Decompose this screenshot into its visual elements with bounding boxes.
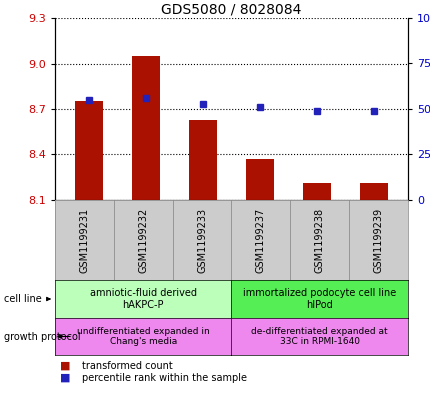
Bar (302, 183, 330, 200)
Text: undifferentiated expanded in
Chang's media: undifferentiated expanded in Chang's med… (77, 327, 209, 346)
Bar (75, 101, 103, 200)
Text: ■: ■ (60, 373, 71, 383)
Text: GSM1199231: GSM1199231 (79, 208, 89, 273)
Text: transformed count: transformed count (81, 361, 172, 371)
Bar (359, 183, 387, 200)
Bar (245, 159, 273, 200)
Text: immortalized podocyte cell line
hIPod: immortalized podocyte cell line hIPod (243, 288, 396, 310)
Text: percentile rank within the sample: percentile rank within the sample (81, 373, 246, 383)
Text: cell line: cell line (4, 294, 42, 304)
Text: GSM1199232: GSM1199232 (138, 208, 148, 273)
Bar (188, 119, 217, 200)
Text: amniotic-fluid derived
hAKPC-P: amniotic-fluid derived hAKPC-P (89, 288, 196, 310)
Text: growth protocol: growth protocol (4, 332, 81, 342)
Text: de-differentiated expanded at
33C in RPMI-1640: de-differentiated expanded at 33C in RPM… (251, 327, 387, 346)
Text: GSM1199239: GSM1199239 (373, 208, 383, 273)
Bar (132, 56, 160, 200)
Text: ■: ■ (60, 361, 71, 371)
Text: GSM1199238: GSM1199238 (314, 208, 324, 273)
Text: GSM1199237: GSM1199237 (255, 208, 265, 273)
Title: GDS5080 / 8028084: GDS5080 / 8028084 (161, 3, 301, 17)
Text: GSM1199233: GSM1199233 (197, 208, 206, 273)
